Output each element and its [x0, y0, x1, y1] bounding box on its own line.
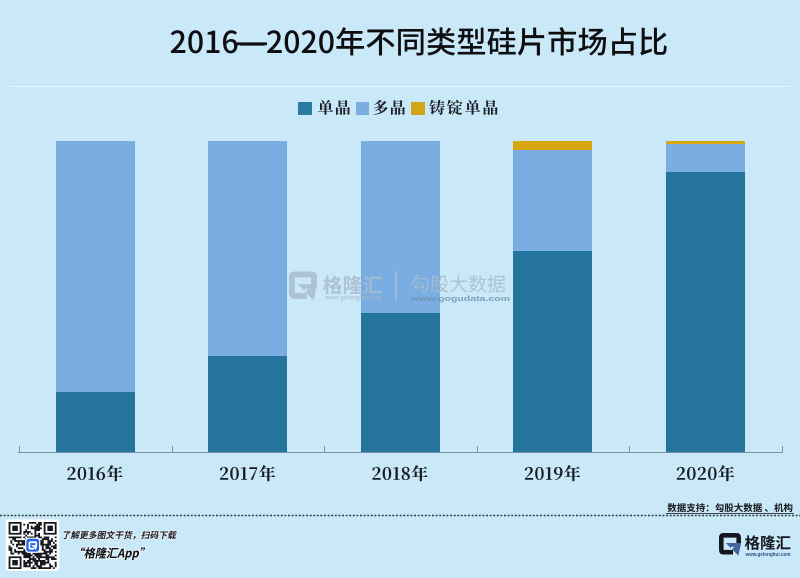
svg-text:www.gelonghui.com: www.gelonghui.com	[324, 296, 382, 302]
svg-text:www.gogudata.com: www.gogudata.com	[410, 294, 511, 303]
svg-text:www.gelonghui.com: www.gelonghui.com	[745, 552, 791, 558]
